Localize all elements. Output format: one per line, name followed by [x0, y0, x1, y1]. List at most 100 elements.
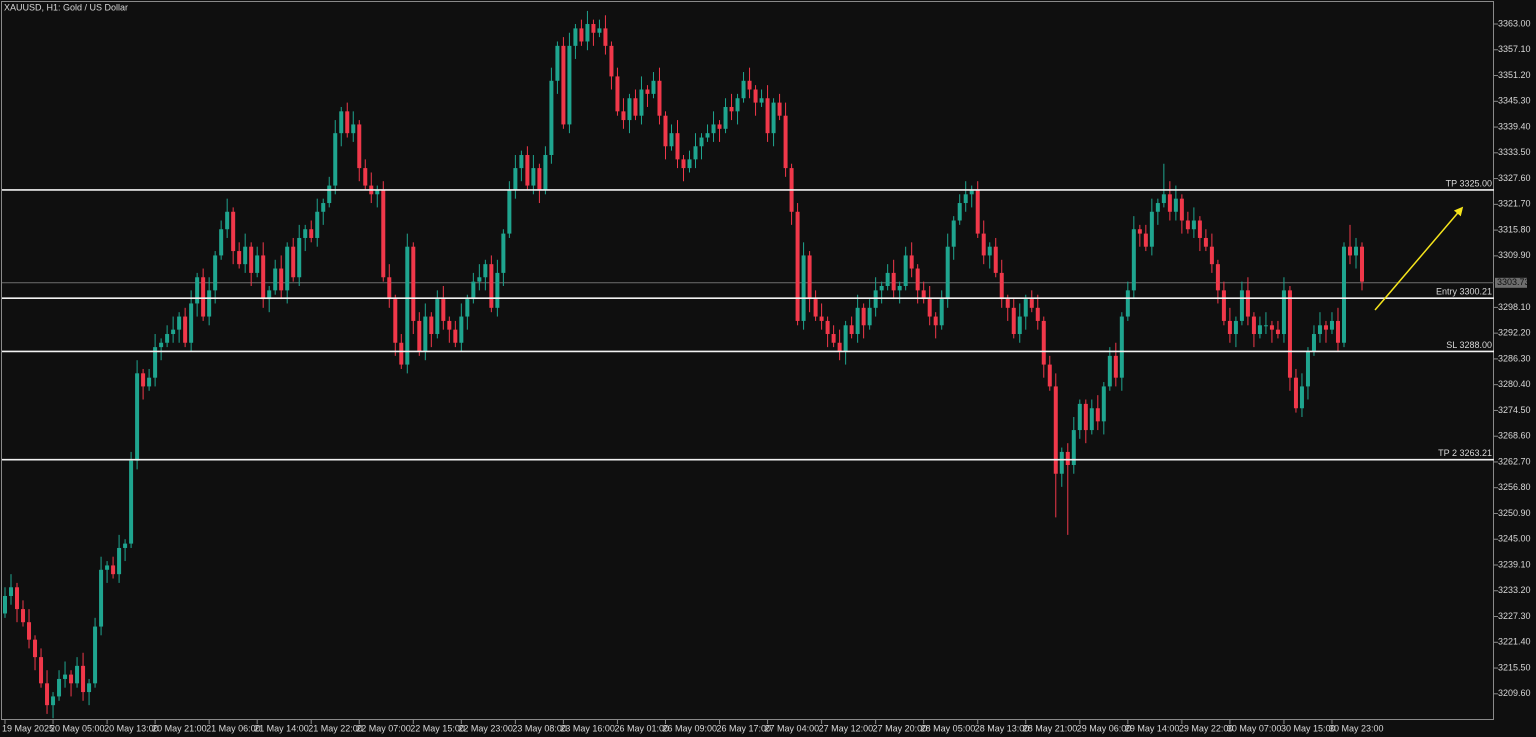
candle-body [1167, 194, 1172, 212]
candle-body [333, 133, 338, 186]
candle-body [909, 255, 914, 269]
candle-body [87, 683, 92, 693]
candle-body [429, 316, 434, 335]
candle-body [741, 80, 746, 99]
y-tick-label: 3227.30 [1498, 611, 1531, 621]
candle-body [717, 124, 722, 129]
candle-body [243, 246, 248, 265]
candle-body [291, 246, 296, 278]
x-tick-label: 23 May 16:00 [560, 723, 615, 733]
arrow-annotation [1374, 206, 1464, 311]
x-tick-label: 21 May 06:00 [206, 723, 261, 733]
candle-body [1233, 320, 1238, 335]
last-price-label: 3303.73 [1497, 277, 1530, 287]
candle-body [1263, 325, 1268, 327]
candle-body [1239, 290, 1244, 321]
candle-body [1329, 320, 1334, 330]
candle-body [189, 303, 194, 343]
candle-body [399, 342, 404, 365]
candle-body [381, 189, 386, 278]
candle-body [111, 565, 116, 575]
candle-body [15, 587, 20, 610]
y-tick-label: 3357.10 [1498, 44, 1531, 54]
candle-body [1155, 203, 1160, 212]
x-tick-label: 27 May 12:00 [819, 723, 874, 733]
candle-body [207, 290, 212, 317]
candle-body [1305, 351, 1310, 387]
candle-body [165, 334, 170, 343]
y-tick-label: 3363.00 [1498, 18, 1531, 28]
candle-body [891, 272, 896, 291]
candle-body [1065, 451, 1070, 466]
candle-body [1005, 299, 1010, 308]
x-tick-label: 28 May 05:00 [921, 723, 976, 733]
y-tick-label: 3245.00 [1498, 534, 1531, 544]
candle-body [543, 155, 548, 190]
candle-body [435, 299, 440, 335]
candle-body [105, 565, 110, 570]
candle-body [975, 189, 980, 234]
candle-body [1221, 290, 1226, 321]
candle-body [711, 124, 716, 134]
candle-body [867, 307, 872, 326]
candle-body [1179, 198, 1184, 221]
candle-body [873, 290, 878, 308]
candle-body [273, 268, 278, 291]
y-tick-label: 3292.20 [1498, 328, 1531, 338]
y-tick-label: 3256.80 [1498, 482, 1531, 492]
candle-body [213, 255, 218, 291]
y-tick-label: 3309.90 [1498, 250, 1531, 260]
candle-body [1023, 299, 1028, 317]
candle-body [759, 98, 764, 103]
candle-body [933, 316, 938, 326]
candle-body [1269, 325, 1274, 330]
candle-body [633, 98, 638, 116]
candle-body [855, 307, 860, 335]
plot-frame [1, 1, 1494, 720]
candle-body [195, 277, 200, 304]
level-label: Entry 3300.21 [1436, 287, 1492, 297]
candle-body [771, 102, 776, 134]
level-label: SL 3288.00 [1446, 340, 1492, 350]
candle-body [597, 28, 602, 33]
candle-body [1353, 246, 1358, 256]
x-tick-label: 26 May 17:00 [717, 723, 772, 733]
candle-body [525, 155, 530, 186]
chart-title: XAUUSD, H1: Gold / US Dollar [4, 2, 128, 12]
y-tick-label: 3280.40 [1498, 379, 1531, 389]
candle-body [747, 80, 752, 90]
candle-body [1347, 246, 1352, 256]
candle-body [423, 316, 428, 352]
candle-body [1047, 364, 1052, 387]
x-tick-label: 22 May 07:00 [356, 723, 411, 733]
candle-body [489, 264, 494, 308]
candle-body [639, 89, 644, 116]
x-tick-label: 28 May 13:00 [975, 723, 1030, 733]
candle-body [1335, 320, 1340, 343]
candle-body [93, 626, 98, 684]
candle-body [681, 159, 686, 169]
candle-body [1293, 377, 1298, 409]
candle-body [573, 28, 578, 46]
candle-body [1287, 290, 1292, 378]
candle-body [249, 246, 254, 273]
candle-body [999, 272, 1004, 300]
candle-body [753, 89, 758, 103]
candle-body [1071, 430, 1076, 466]
x-tick-label: 29 May 06:00 [1077, 723, 1132, 733]
candle-body [1137, 229, 1142, 234]
y-tick-label: 3327.60 [1498, 173, 1531, 183]
candle-body [1197, 220, 1202, 238]
candle-body [261, 255, 266, 300]
y-tick-label: 3221.40 [1498, 637, 1531, 647]
candle-body [177, 316, 182, 330]
candle-body [69, 674, 74, 684]
candle-body [1107, 355, 1112, 387]
x-tick-label: 26 May 01:00 [614, 723, 669, 733]
x-tick-label: 20 May 05:00 [50, 723, 105, 733]
candle-body [579, 28, 584, 42]
candle-body [63, 674, 68, 679]
candle-body [117, 547, 122, 575]
candle-body [1251, 316, 1256, 335]
